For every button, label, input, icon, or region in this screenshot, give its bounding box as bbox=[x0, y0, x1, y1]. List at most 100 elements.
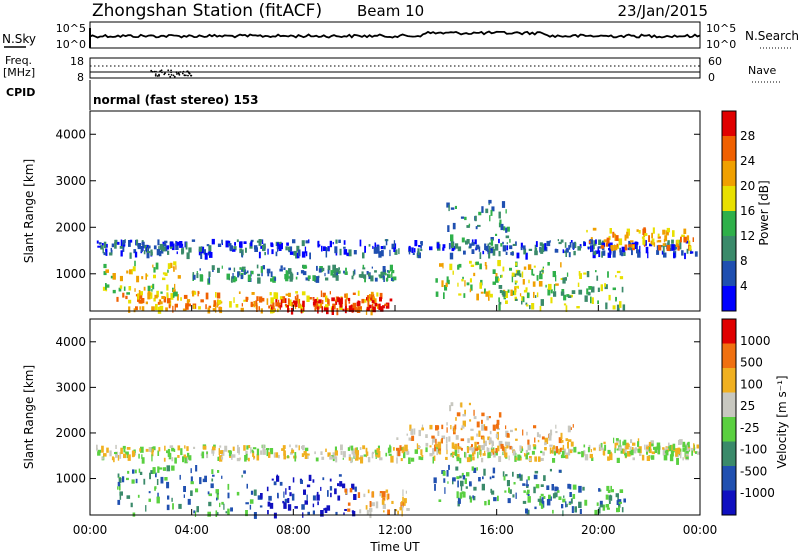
heatmap-cell bbox=[145, 273, 147, 280]
heatmap-cell bbox=[531, 268, 534, 276]
heatmap-cell bbox=[696, 444, 699, 449]
heatmap-cell bbox=[114, 452, 118, 455]
heatmap-cell bbox=[371, 293, 374, 296]
heatmap-cell bbox=[160, 476, 164, 484]
heatmap-cell bbox=[159, 299, 161, 303]
heatmap-cell bbox=[181, 248, 185, 254]
heatmap-cell bbox=[592, 252, 596, 259]
heatmap-cell bbox=[335, 299, 337, 303]
heatmap-cell bbox=[100, 245, 104, 250]
heatmap-cell bbox=[167, 250, 170, 255]
heatmap-cell bbox=[211, 265, 215, 270]
colorbar-tick-label: 4 bbox=[740, 279, 748, 293]
y-tick-label: 2000 bbox=[55, 426, 86, 440]
heatmap-cell bbox=[367, 489, 370, 494]
heatmap-cell bbox=[671, 239, 674, 244]
heatmap-cell bbox=[258, 306, 260, 311]
heatmap-cell bbox=[138, 453, 140, 459]
heatmap-cell bbox=[128, 299, 132, 304]
heatmap-cell bbox=[552, 446, 556, 453]
heatmap-cell bbox=[569, 492, 572, 497]
heatmap-cell bbox=[193, 446, 196, 449]
heatmap-cell bbox=[443, 292, 445, 299]
heatmap-cell bbox=[550, 289, 553, 294]
heatmap-cell bbox=[500, 274, 502, 278]
heatmap-cell bbox=[159, 301, 163, 305]
heatmap-cell bbox=[473, 450, 476, 455]
heatmap-cell bbox=[283, 502, 287, 509]
nave-dip-point bbox=[170, 74, 173, 76]
heatmap-cell bbox=[584, 295, 588, 302]
heatmap-cell bbox=[166, 450, 169, 454]
heatmap-cell bbox=[603, 441, 606, 444]
heatmap-cell bbox=[112, 289, 116, 294]
freq-label: Freq. bbox=[5, 54, 32, 67]
heatmap-cell bbox=[552, 458, 556, 463]
heatmap-cell bbox=[684, 445, 687, 451]
heatmap-cell bbox=[546, 485, 550, 490]
heatmap-cell bbox=[562, 455, 566, 458]
heatmap-cell bbox=[475, 261, 479, 265]
heatmap-cell bbox=[126, 447, 131, 450]
heatmap-cell bbox=[425, 442, 429, 447]
heatmap-cell bbox=[442, 244, 446, 249]
heatmap-cell bbox=[382, 491, 386, 498]
nave-dip-point bbox=[160, 69, 163, 72]
heatmap-cell bbox=[330, 492, 332, 498]
heatmap-cell bbox=[606, 507, 610, 510]
y-tick-label: 3000 bbox=[55, 174, 86, 188]
heatmap-cell bbox=[271, 305, 274, 310]
heatmap-cell bbox=[680, 236, 682, 243]
heatmap-cell bbox=[608, 294, 611, 301]
heatmap-cell bbox=[444, 487, 446, 494]
heatmap-cell bbox=[565, 501, 567, 508]
heatmap-cell bbox=[193, 510, 196, 514]
colorbar-tick-label: 12 bbox=[740, 229, 755, 243]
heatmap-cell bbox=[396, 437, 399, 440]
heatmap-cell bbox=[157, 301, 161, 305]
heatmap-cell bbox=[490, 239, 494, 246]
heatmap-cell bbox=[302, 445, 305, 451]
heatmap-cell bbox=[292, 300, 296, 304]
heatmap-cell bbox=[506, 433, 510, 438]
heatmap-cell bbox=[587, 291, 591, 296]
heatmap-cell bbox=[565, 252, 567, 257]
heatmap-cell bbox=[239, 248, 243, 254]
heatmap-cell bbox=[275, 292, 279, 300]
heatmap-cell bbox=[146, 274, 149, 277]
heatmap-cell bbox=[298, 298, 301, 305]
heatmap-cell bbox=[503, 475, 506, 481]
heatmap-cell bbox=[97, 449, 102, 453]
heatmap-cell bbox=[616, 270, 621, 274]
heatmap-cell bbox=[381, 250, 384, 257]
heatmap-cell bbox=[257, 273, 261, 277]
heatmap-cell bbox=[126, 477, 129, 481]
heatmap-cell bbox=[325, 250, 328, 258]
heatmap-cell bbox=[166, 481, 170, 489]
nave-dip-point bbox=[170, 71, 173, 74]
heatmap-cell bbox=[118, 287, 122, 292]
heatmap-cell bbox=[693, 450, 695, 453]
heatmap-cell bbox=[174, 303, 178, 308]
heatmap-cell bbox=[173, 266, 175, 272]
heatmap-cell bbox=[138, 290, 141, 297]
heatmap-cell bbox=[137, 243, 141, 250]
heatmap-cell bbox=[156, 479, 159, 485]
heatmap-cell bbox=[351, 308, 355, 313]
heatmap-cell bbox=[523, 289, 528, 293]
heatmap-cell bbox=[487, 245, 489, 253]
heatmap-cell bbox=[550, 429, 553, 436]
heatmap-cell bbox=[374, 242, 377, 248]
heatmap-cell bbox=[268, 305, 270, 309]
heatmap-cell bbox=[206, 451, 208, 455]
heatmap-cell bbox=[243, 445, 246, 451]
heatmap-cell bbox=[417, 446, 421, 448]
heatmap-cell bbox=[543, 475, 546, 481]
nave-dip-point bbox=[150, 69, 153, 72]
heatmap-cell bbox=[187, 498, 191, 505]
heatmap-cell bbox=[377, 445, 380, 450]
heatmap-cell bbox=[385, 277, 388, 282]
heatmap-cell bbox=[179, 474, 181, 480]
heatmap-cell bbox=[433, 455, 436, 461]
heatmap-cell bbox=[636, 229, 639, 232]
